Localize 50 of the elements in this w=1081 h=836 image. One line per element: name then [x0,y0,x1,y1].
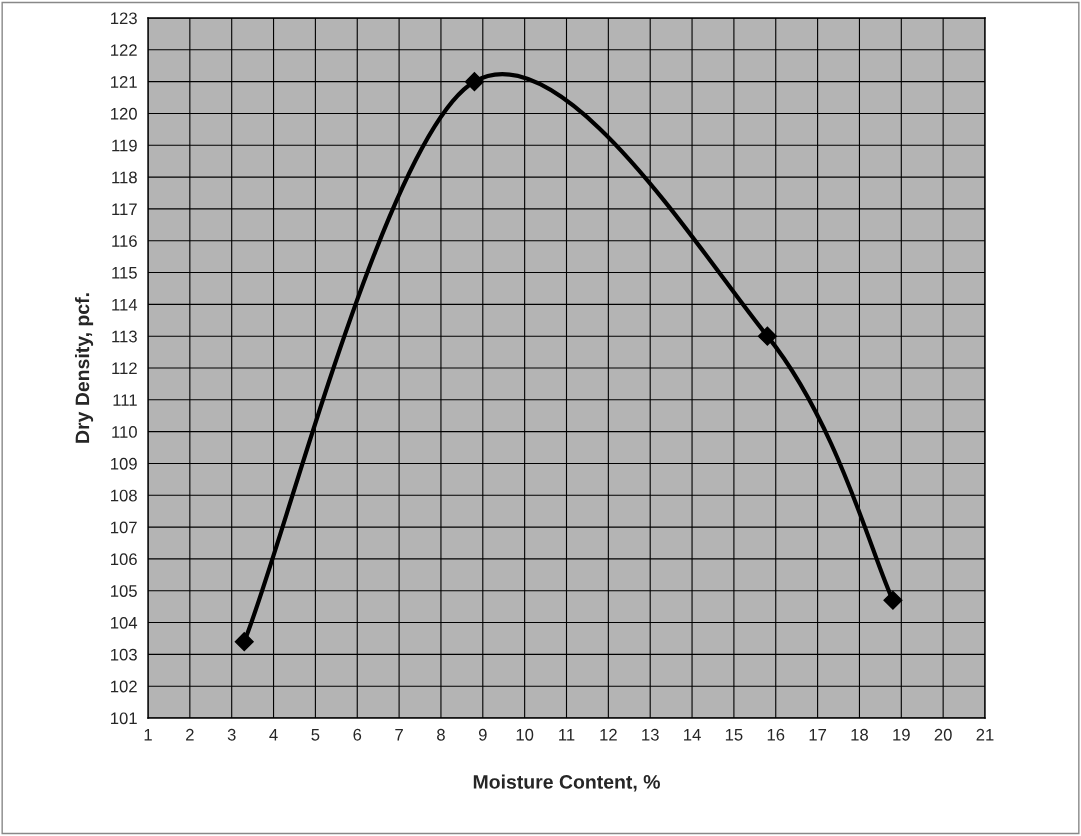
x-tick-label: 20 [934,728,952,741]
y-tick-label: 103 [111,648,137,661]
y-tick-label: 113 [112,330,137,343]
x-tick-label: 17 [809,729,827,741]
x-tick-label: 3 [227,728,236,741]
x-tick-label: 8 [437,728,445,741]
point [464,72,484,92]
y-tick-label: 110 [112,426,137,438]
x-tick-label: 12 [600,728,617,741]
x-tick-label: 4 [269,729,278,741]
y-tick-label: 120 [111,107,137,120]
y-tick-label: 122 [111,44,137,56]
point [883,590,903,610]
point [234,632,254,652]
y-tick-label: 108 [111,489,137,502]
x-tick-label: 7 [395,729,403,741]
x-tick-label: 1 [144,729,152,741]
y-tick-label: 107 [111,521,137,534]
x-tick-label: 13 [642,728,659,741]
y-tick-label: 119 [112,139,137,152]
x-tick-label: 5 [311,729,320,741]
y-axis-title: Dry Density, pcf. [74,293,94,443]
x-tick-label: 18 [851,728,868,741]
y-tick-label: 123 [111,12,137,25]
y-tick-label: 106 [111,553,137,566]
x-tick-label: 15 [725,729,743,741]
x-axis-title: Moisture Content, % [473,774,660,792]
y-tick-label: 104 [111,616,138,629]
y-tick-label: 101 [111,712,137,725]
y-tick-label: 111 [113,394,137,406]
y-tick-label: 118 [112,171,137,184]
x-tick-label: 9 [478,728,487,741]
y-tick-label: 116 [112,235,137,247]
x-tick-label: 21 [976,728,994,741]
x-tick-label: 10 [516,728,534,741]
y-tick-label: 105 [111,585,137,597]
point [757,326,777,346]
x-tick-label: 16 [767,728,785,741]
y-tick-label: 112 [112,362,137,375]
y-tick-label: 114 [112,298,138,311]
y-tick-label: 117 [112,203,137,215]
x-tick-label: 11 [559,729,575,741]
x-tick-label: 2 [186,728,194,741]
x-tick-label: 14 [684,729,701,741]
y-tick-label: 109 [111,457,137,470]
y-tick-label: 121 [111,76,137,88]
y-tick-label: 102 [111,680,137,693]
x-tick-label: 6 [353,728,362,741]
y-tick-label: 115 [112,267,137,279]
x-tick-label: 19 [893,728,910,741]
